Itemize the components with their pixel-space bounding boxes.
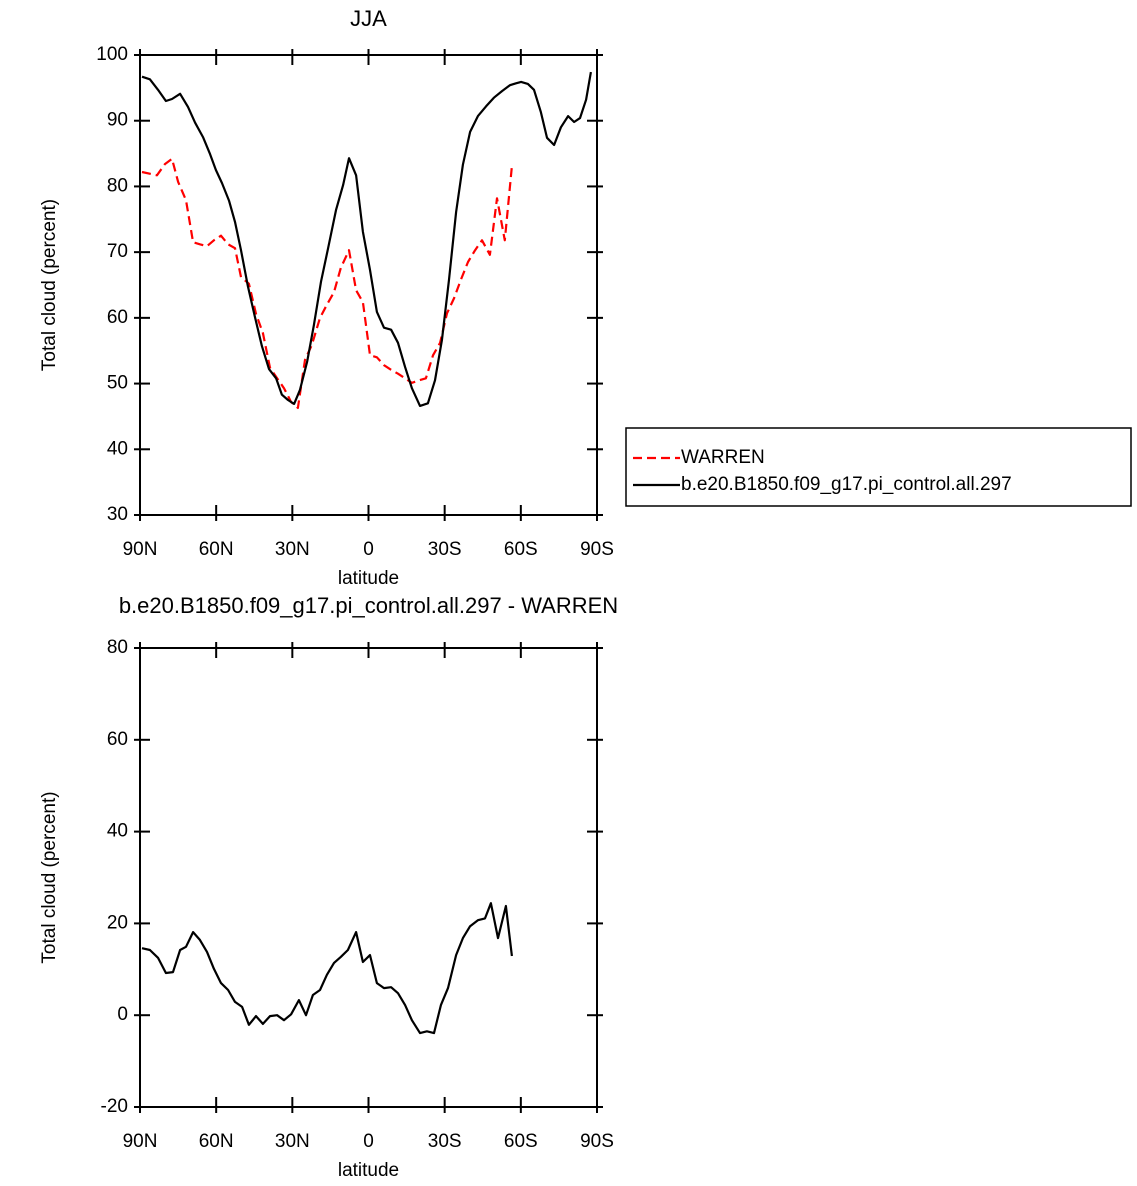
y-tick-label: 20: [107, 912, 128, 933]
x-tick-label: 60N: [199, 1131, 234, 1152]
plot-frame: [139, 647, 598, 1108]
y-tick-label: -20: [101, 1096, 128, 1117]
x-tick-label: 30N: [275, 1131, 310, 1152]
x-tick-label: 60N: [199, 539, 234, 560]
chart-title: JJA: [350, 6, 387, 31]
x-tick-label: 30N: [275, 539, 310, 560]
plot-frame: [139, 54, 598, 516]
y-axis-label: Total cloud (percent): [39, 199, 60, 371]
series-line: [141, 902, 513, 1035]
legend-label: b.e20.B1850.f09_g17.pi_control.all.297: [681, 474, 1012, 495]
y-tick-label: 50: [107, 373, 128, 394]
y-tick-label: 80: [107, 175, 128, 196]
series-line: [141, 71, 592, 407]
series-line: [141, 157, 513, 409]
x-tick-label: 60S: [504, 1131, 538, 1152]
x-tick-label: 90S: [580, 539, 614, 560]
y-tick-label: 0: [117, 1004, 128, 1025]
y-axis-label: Total cloud (percent): [39, 791, 60, 963]
y-tick-label: 80: [107, 637, 128, 658]
y-tick-label: 90: [107, 110, 128, 131]
x-tick-label: 30S: [428, 1131, 462, 1152]
y-tick-label: 100: [96, 44, 128, 65]
x-tick-label: 90N: [123, 539, 158, 560]
legend-box: [625, 427, 1132, 507]
x-tick-label: 0: [363, 539, 374, 560]
y-tick-label: 30: [107, 504, 128, 525]
y-tick-label: 40: [107, 821, 128, 842]
chart-title: b.e20.B1850.f09_g17.pi_control.all.297 -…: [119, 593, 618, 618]
x-tick-label: 90S: [580, 1131, 614, 1152]
x-tick-label: 60S: [504, 539, 538, 560]
y-tick-label: 40: [107, 438, 128, 459]
x-tick-label: 90N: [123, 1131, 158, 1152]
y-tick-label: 70: [107, 241, 128, 262]
x-tick-label: 0: [363, 1131, 374, 1152]
x-axis-label: latitude: [338, 568, 399, 589]
y-tick-label: 60: [107, 729, 128, 750]
x-axis-label: latitude: [338, 1160, 399, 1181]
x-tick-label: 30S: [428, 539, 462, 560]
y-tick-label: 60: [107, 307, 128, 328]
legend-label: WARREN: [681, 447, 765, 468]
